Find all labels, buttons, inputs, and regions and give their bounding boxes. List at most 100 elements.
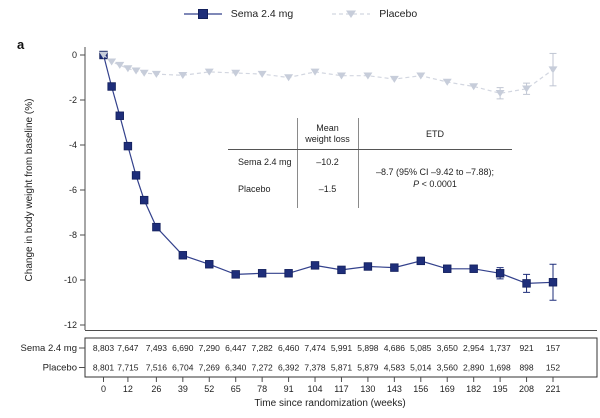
y-tick-label: -12 — [64, 320, 77, 330]
risk-value: 5,871 — [331, 363, 353, 373]
placebo-marker — [231, 69, 241, 77]
inset-divider-1 — [297, 118, 298, 208]
x-tick-label: 182 — [466, 384, 481, 394]
risk-value: 7,378 — [304, 363, 326, 373]
risk-value: 3,650 — [437, 343, 459, 353]
y-tick-label: -10 — [64, 275, 77, 285]
x-tick-label: 221 — [545, 384, 560, 394]
sema-marker — [284, 269, 293, 278]
placebo-marker — [178, 72, 188, 80]
x-tick-label: 39 — [178, 384, 188, 394]
risk-value: 5,991 — [331, 343, 353, 353]
x-tick-label: 104 — [308, 384, 323, 394]
risk-value: 7,647 — [117, 343, 139, 353]
risk-value: 6,460 — [278, 343, 300, 353]
risk-value: 4,583 — [384, 363, 406, 373]
inset-row-sema-value: –10.2 — [316, 157, 339, 167]
placebo-marker — [469, 83, 479, 91]
legend-item-sema: Sema 2.4 mg — [183, 8, 293, 20]
inset-header-mean-line2: weight loss — [305, 134, 350, 144]
risk-value: 6,392 — [278, 363, 300, 373]
sema-marker — [178, 251, 188, 260]
risk-value: 7,269 — [199, 363, 221, 373]
sema-marker — [257, 269, 267, 278]
inset-stats-table: Mean weight loss ETD Sema 2.4 mg –10.2 P… — [228, 117, 512, 210]
inset-row-sema-label: Sema 2.4 mg — [238, 157, 292, 167]
inset-header-mean-weight-loss: Mean weight loss — [297, 123, 358, 145]
risk-value: 1,698 — [489, 363, 511, 373]
x-tick-label: 26 — [151, 384, 161, 394]
sema-marker — [310, 261, 320, 270]
placebo-marker — [416, 72, 426, 80]
placebo-marker — [310, 68, 320, 76]
y-tick-label: -6 — [69, 185, 77, 195]
x-tick-label: 65 — [231, 384, 241, 394]
risk-value: 2,954 — [463, 343, 485, 353]
sema-marker — [115, 111, 124, 120]
panel-label: a — [17, 37, 25, 52]
risk-value: 4,686 — [384, 343, 406, 353]
x-tick-label: 117 — [334, 384, 348, 394]
placebo-marker — [139, 69, 149, 77]
sema-marker — [416, 256, 425, 266]
risk-value: 898 — [519, 363, 533, 373]
y-axis-title: Change in body weight from baseline (%) — [24, 99, 35, 282]
risk-value: 7,272 — [252, 363, 274, 373]
placebo-marker — [204, 68, 214, 76]
risk-value: 6,690 — [172, 343, 194, 353]
risk-value: 6,340 — [225, 363, 247, 373]
risk-value: 7,282 — [252, 343, 274, 353]
risk-value: 5,898 — [357, 343, 379, 353]
inset-header-etd: ETD — [426, 129, 444, 139]
placebo-marker — [99, 51, 108, 59]
sema-marker — [205, 260, 214, 269]
y-tick-label: 0 — [72, 50, 77, 60]
risk-value: 921 — [519, 343, 533, 353]
inset-row-placebo-value: –1.5 — [318, 184, 337, 194]
inset-header-mean-line1: Mean — [316, 123, 339, 133]
placebo-marker — [284, 74, 294, 82]
x-tick-label: 78 — [257, 384, 267, 394]
risk-value: 6,447 — [225, 343, 247, 353]
x-tick-label: 143 — [387, 384, 402, 394]
sema-marker — [469, 264, 478, 273]
x-tick-label: 91 — [284, 384, 294, 394]
risk-value: 157 — [546, 343, 560, 353]
risk-value: 3,560 — [437, 363, 459, 373]
risk-value: 8,803 — [93, 343, 115, 353]
sema-marker — [131, 171, 141, 180]
x-tick-label: 208 — [519, 384, 534, 394]
x-tick-label: 12 — [123, 384, 133, 394]
risk-value: 7,474 — [304, 343, 326, 353]
risk-row-label-sema: Sema 2.4 mg — [21, 343, 78, 354]
sema-legend-swatch-icon — [183, 9, 222, 19]
placebo-marker — [522, 85, 532, 93]
sema-marker — [390, 263, 399, 272]
inset-divider-2 — [358, 118, 359, 208]
inset-row-placebo-label: Placebo — [238, 184, 271, 194]
placebo-marker — [131, 67, 141, 75]
risk-value: 7,290 — [199, 343, 221, 353]
placebo-marker — [115, 61, 125, 69]
x-tick-label: 169 — [440, 384, 455, 394]
placebo-marker — [548, 66, 558, 74]
placebo-marker — [151, 70, 161, 78]
risk-value: 7,715 — [117, 363, 139, 373]
placebo-line — [103, 54, 554, 94]
x-axis-title: Time since randomization (weeks) — [254, 398, 405, 409]
placebo-marker — [363, 72, 373, 80]
sema-marker — [152, 222, 161, 232]
placebo-legend-swatch-icon — [332, 10, 371, 18]
placebo-marker — [442, 78, 452, 86]
placebo-marker — [257, 70, 267, 78]
legend-label-placebo: Placebo — [379, 8, 418, 20]
y-tick-label: -4 — [69, 140, 77, 150]
legend-item-placebo: Placebo — [331, 8, 417, 20]
risk-value: 5,014 — [410, 363, 432, 373]
sema-marker — [522, 279, 531, 288]
inset-header-rule — [228, 149, 512, 150]
inset-etd-p-rest: < 0.0001 — [419, 179, 457, 189]
placebo-marker — [107, 58, 117, 66]
